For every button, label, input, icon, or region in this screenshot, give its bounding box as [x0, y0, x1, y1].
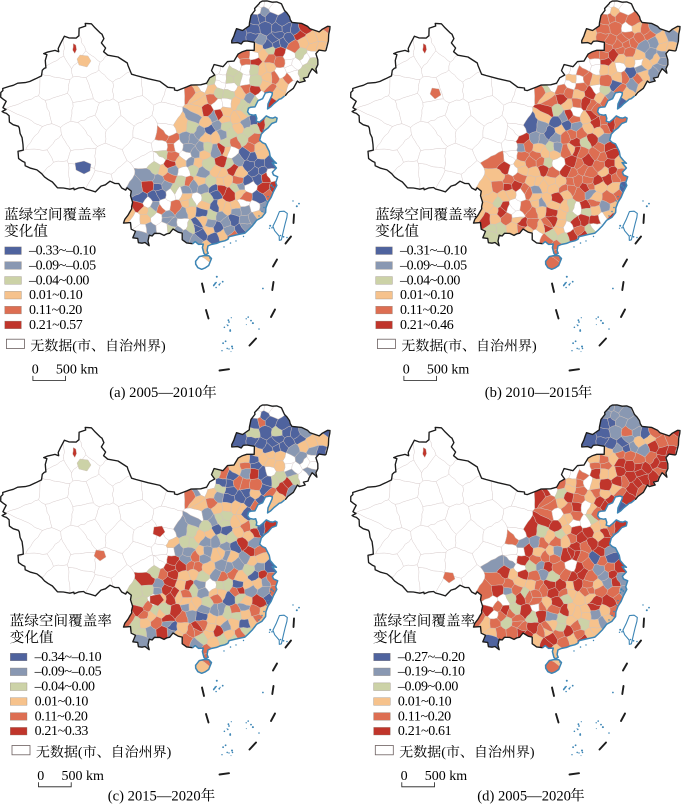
svg-text:(b) 2010—2015: (b) 2010—2015	[485, 385, 579, 401]
svg-text:500 km: 500 km	[62, 769, 105, 784]
svg-text:(: (	[78, 746, 83, 761]
svg-text:0.11~0.20: 0.11~0.20	[398, 709, 451, 724]
svg-text:0.11~0.20: 0.11~0.20	[35, 709, 88, 724]
svg-text:500 km: 500 km	[56, 363, 99, 378]
svg-text:–0.33~–0.10: –0.33~–0.10	[28, 244, 96, 259]
svg-text:(c) 2015—2020: (c) 2015—2020	[108, 788, 201, 804]
svg-text:): )	[532, 339, 537, 354]
svg-text:): )	[161, 339, 166, 354]
svg-text:–0.34~–0.10: –0.34~–0.10	[34, 650, 102, 665]
svg-text:0.01~0.10: 0.01~0.10	[400, 288, 454, 303]
svg-text:0.21~0.61: 0.21~0.61	[398, 724, 452, 739]
svg-text:0.01~0.10: 0.01~0.10	[29, 288, 83, 303]
svg-text:–0.19~–0.10: –0.19~–0.10	[397, 665, 465, 680]
svg-text:0.01~0.10: 0.01~0.10	[398, 694, 452, 709]
svg-text:0: 0	[32, 363, 39, 378]
svg-text:–0.04~0.00: –0.04~0.00	[399, 273, 460, 288]
svg-text:0: 0	[37, 769, 44, 784]
svg-text:0.21~0.33: 0.21~0.33	[35, 724, 89, 739]
svg-text:(: (	[441, 746, 446, 761]
svg-text:500 km: 500 km	[425, 769, 468, 784]
svg-text:–0.09~–0.05: –0.09~–0.05	[28, 258, 96, 273]
svg-text:0.21~0.57: 0.21~0.57	[29, 318, 83, 333]
svg-text:0: 0	[401, 769, 408, 784]
svg-text:0.01~0.10: 0.01~0.10	[35, 694, 89, 709]
svg-text:(d) 2005—2020: (d) 2005—2020	[477, 788, 571, 804]
svg-text:0.11~0.20: 0.11~0.20	[400, 303, 453, 318]
svg-text:(a) 2005—2010: (a) 2005—2010	[109, 385, 202, 401]
svg-text:–0.31~–0.10: –0.31~–0.10	[399, 244, 467, 259]
svg-text:(: (	[443, 339, 448, 354]
svg-text:0.21~0.46: 0.21~0.46	[400, 318, 454, 333]
svg-text:–0.27~–0.20: –0.27~–0.20	[397, 650, 465, 665]
svg-text:–0.09~0.00: –0.09~0.00	[397, 680, 458, 695]
svg-text:): )	[167, 746, 172, 761]
svg-text:0.11~0.20: 0.11~0.20	[29, 303, 82, 318]
svg-text:0: 0	[403, 363, 410, 378]
svg-text:–0.09~–0.05: –0.09~–0.05	[399, 258, 467, 273]
svg-text:): )	[530, 746, 535, 761]
svg-text:(: (	[72, 339, 77, 354]
svg-text:–0.04~0.00: –0.04~0.00	[34, 680, 95, 695]
svg-text:500 km: 500 km	[427, 363, 470, 378]
svg-text:–0.04~0.00: –0.04~0.00	[28, 273, 89, 288]
svg-text:–0.09~–0.05: –0.09~–0.05	[34, 665, 102, 680]
